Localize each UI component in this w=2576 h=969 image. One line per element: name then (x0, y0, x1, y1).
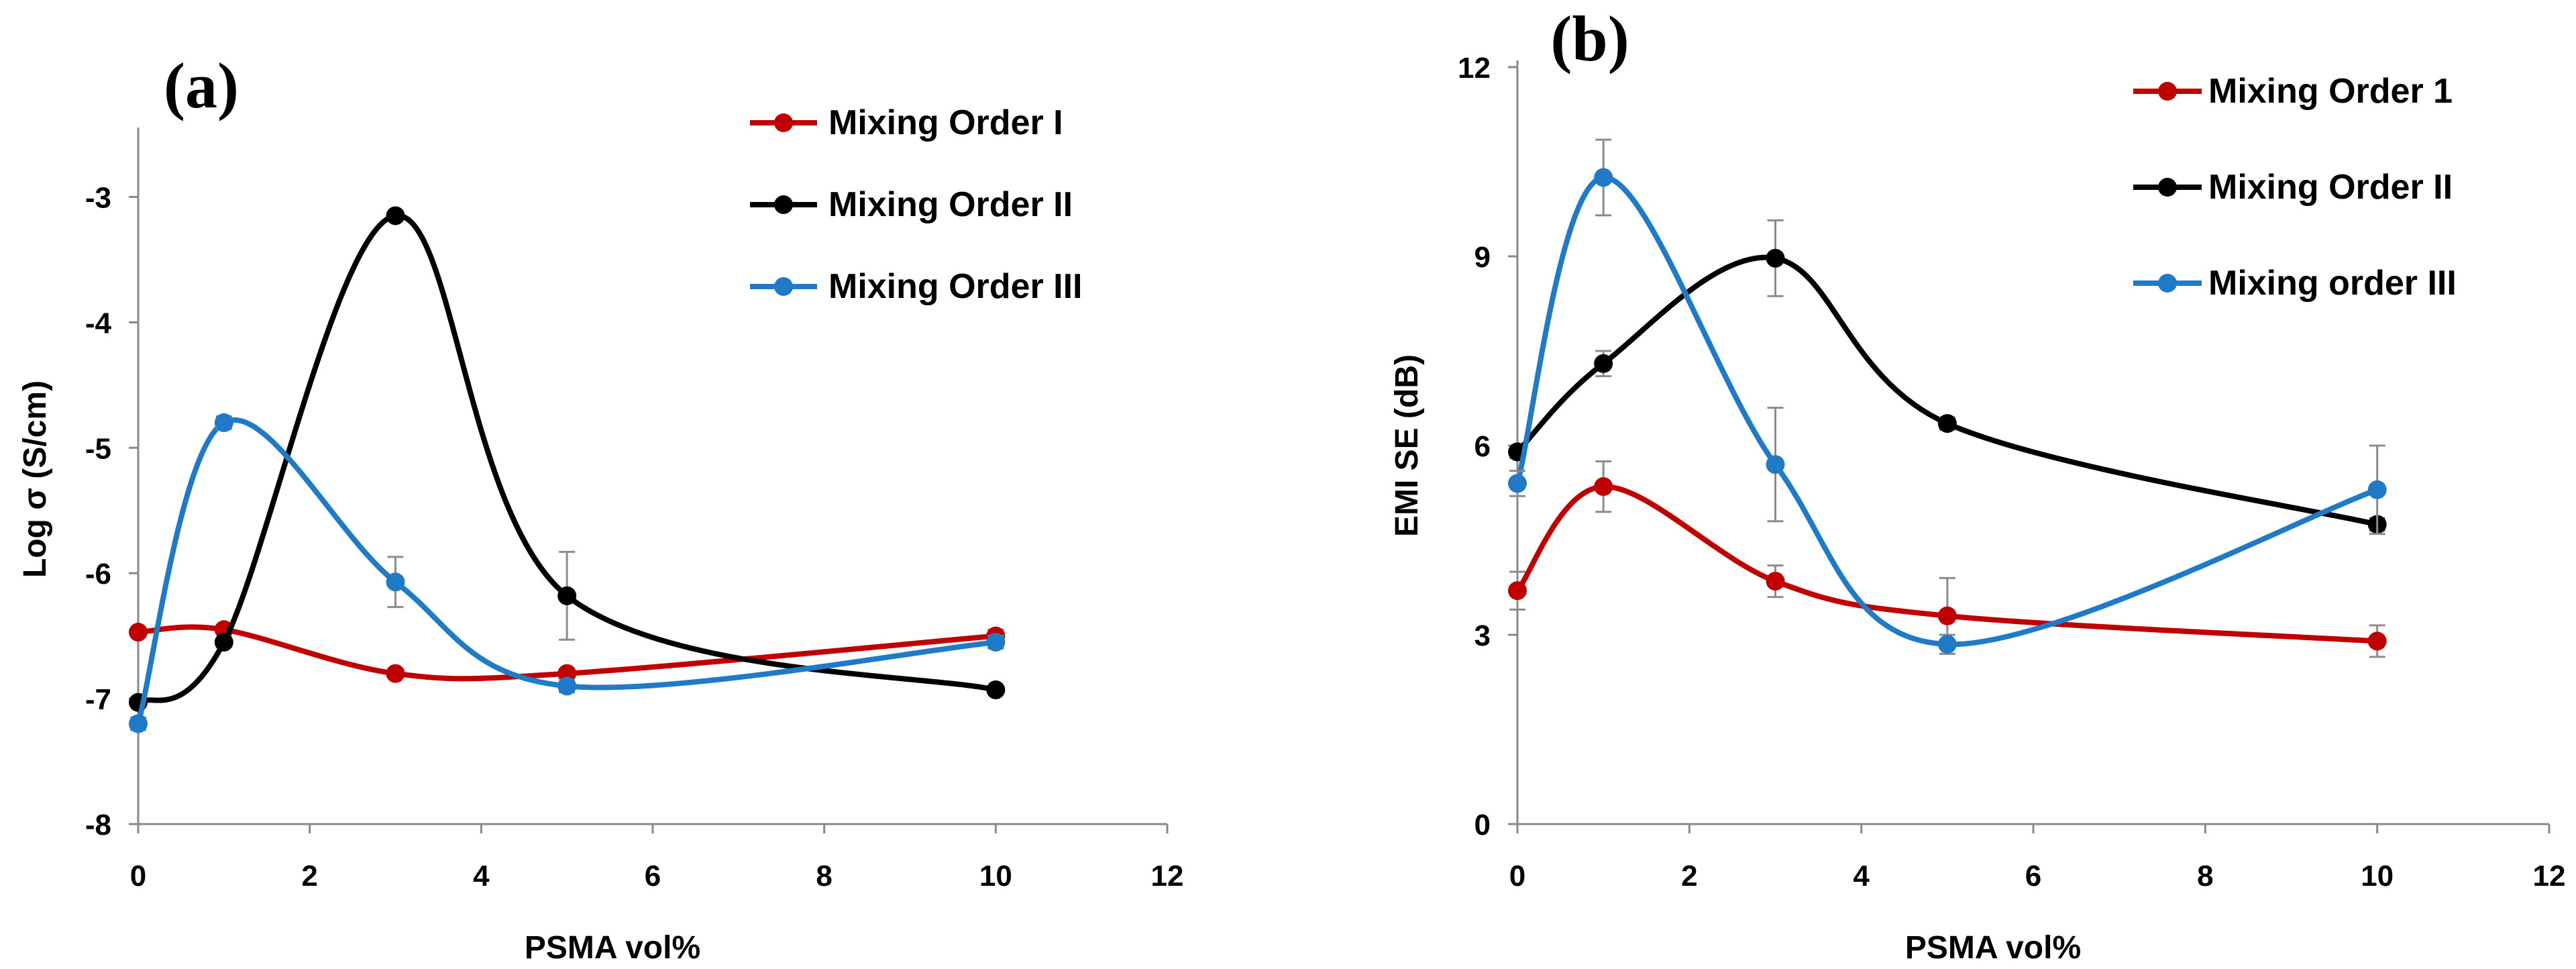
legend-entry-mixing-order-i: Mixing Order I (750, 103, 1063, 142)
y-tick-label: -4 (85, 307, 112, 340)
x-tick-label: 10 (979, 860, 1012, 892)
data-point (1937, 414, 1957, 434)
legend-entry-mixing-order-1: Mixing Order 1 (2133, 72, 2453, 111)
x-tick-label: 4 (473, 860, 490, 892)
y-tick-label: -8 (85, 809, 111, 842)
legend-marker (2158, 178, 2177, 197)
legend-entry-mixing-order-ii: Mixing Order II (2133, 168, 2453, 207)
data-point (1937, 635, 1957, 654)
legend-label: Mixing Order II (2208, 168, 2453, 207)
x-tick-label: 6 (2025, 860, 2041, 892)
data-point (1594, 354, 1613, 373)
x-tick-label: 0 (1509, 860, 1525, 892)
data-point (986, 680, 1006, 700)
y-tick-label: 6 (1474, 430, 1491, 463)
series-mixing-order-ii (1508, 219, 2387, 534)
legend-marker (774, 113, 793, 132)
data-point (1594, 168, 1613, 187)
y-tick-label: 3 (1474, 619, 1491, 652)
data-point (557, 676, 577, 696)
data-point (986, 632, 1006, 652)
data-point (129, 714, 148, 733)
data-point (1766, 455, 1785, 474)
panel-label: (b) (1550, 3, 1629, 74)
x-tick-label: 4 (1853, 860, 1870, 892)
series-mixing-order-iii (1508, 138, 2387, 655)
x-tick-label: 8 (2197, 860, 2213, 892)
data-point (557, 586, 577, 605)
data-point (2367, 480, 2387, 499)
x-tick-label: 0 (130, 860, 146, 892)
legend-marker (774, 195, 793, 214)
data-point (1508, 581, 1527, 601)
y-tick-label: 0 (1474, 809, 1491, 842)
x-tick-label: 12 (1151, 860, 1184, 892)
y-tick-label: -6 (85, 558, 111, 591)
x-tick-label: 12 (2533, 860, 2566, 892)
x-tick-label: 2 (1681, 860, 1697, 892)
data-point (214, 413, 233, 432)
data-point (386, 206, 405, 225)
y-tick-label: -3 (85, 181, 111, 214)
y-tick-label: -5 (85, 432, 111, 465)
x-axis-title: PSMA vol% (1905, 930, 2081, 966)
data-point (1508, 474, 1527, 493)
panel-label: (a) (164, 50, 239, 121)
legend-label: Mixing Order II (828, 185, 1073, 224)
x-tick-label: 8 (816, 860, 832, 892)
series-mixing-order-iii (129, 413, 1006, 733)
chart-panel-1: 0 2 4 6 8 10 12 -8 -7 -6 -5 -4 -3 PSMA vol% Log σ (S/c… (17, 50, 1183, 966)
data-point (214, 632, 233, 652)
x-tick-label: 6 (645, 860, 661, 892)
y-tick-label: 12 (1458, 52, 1491, 85)
legend-label: Mixing Order I (828, 103, 1063, 142)
data-point (1766, 572, 1785, 591)
series-line (1515, 484, 2380, 644)
legend-marker (2158, 274, 2177, 293)
x-axis-title: PSMA vol% (525, 930, 700, 966)
data-point (2367, 631, 2387, 651)
data-point (129, 623, 148, 642)
legend-entry-mixing-order-ii: Mixing Order II (750, 185, 1073, 224)
legend-label: Mixing Order III (828, 267, 1083, 306)
legend-marker (774, 277, 793, 296)
series-mixing-order-1 (1508, 460, 2387, 658)
legend-label: Mixing Order 1 (2208, 72, 2453, 111)
data-point (1594, 477, 1613, 497)
x-tick-label: 2 (301, 860, 317, 892)
legend-marker (2158, 82, 2177, 101)
legend-entry-mixing-order-iii: Mixing Order III (750, 267, 1083, 306)
y-tick-label: 9 (1474, 241, 1491, 274)
x-tick-label: 10 (2361, 860, 2394, 892)
y-tick-label: -7 (85, 683, 111, 716)
data-point (1937, 606, 1957, 625)
series-mixing-order-ii (129, 206, 1006, 712)
series-line (1515, 174, 2380, 648)
y-axis-title: EMI SE (dB) (1389, 354, 1425, 537)
legend-entry-mixing-order-iii: Mixing order III (2133, 264, 2457, 303)
data-point (1766, 248, 1785, 268)
data-point (386, 664, 405, 683)
chart-panel-2: 0 2 4 6 8 10 12 0 3 6 9 12 PSMA vol% EMI SE (dB) (b) Mi… (1389, 3, 2565, 966)
y-axis-title: Log σ (S/cm) (17, 380, 53, 578)
data-point (386, 572, 405, 592)
legend-label: Mixing order III (2208, 264, 2457, 303)
